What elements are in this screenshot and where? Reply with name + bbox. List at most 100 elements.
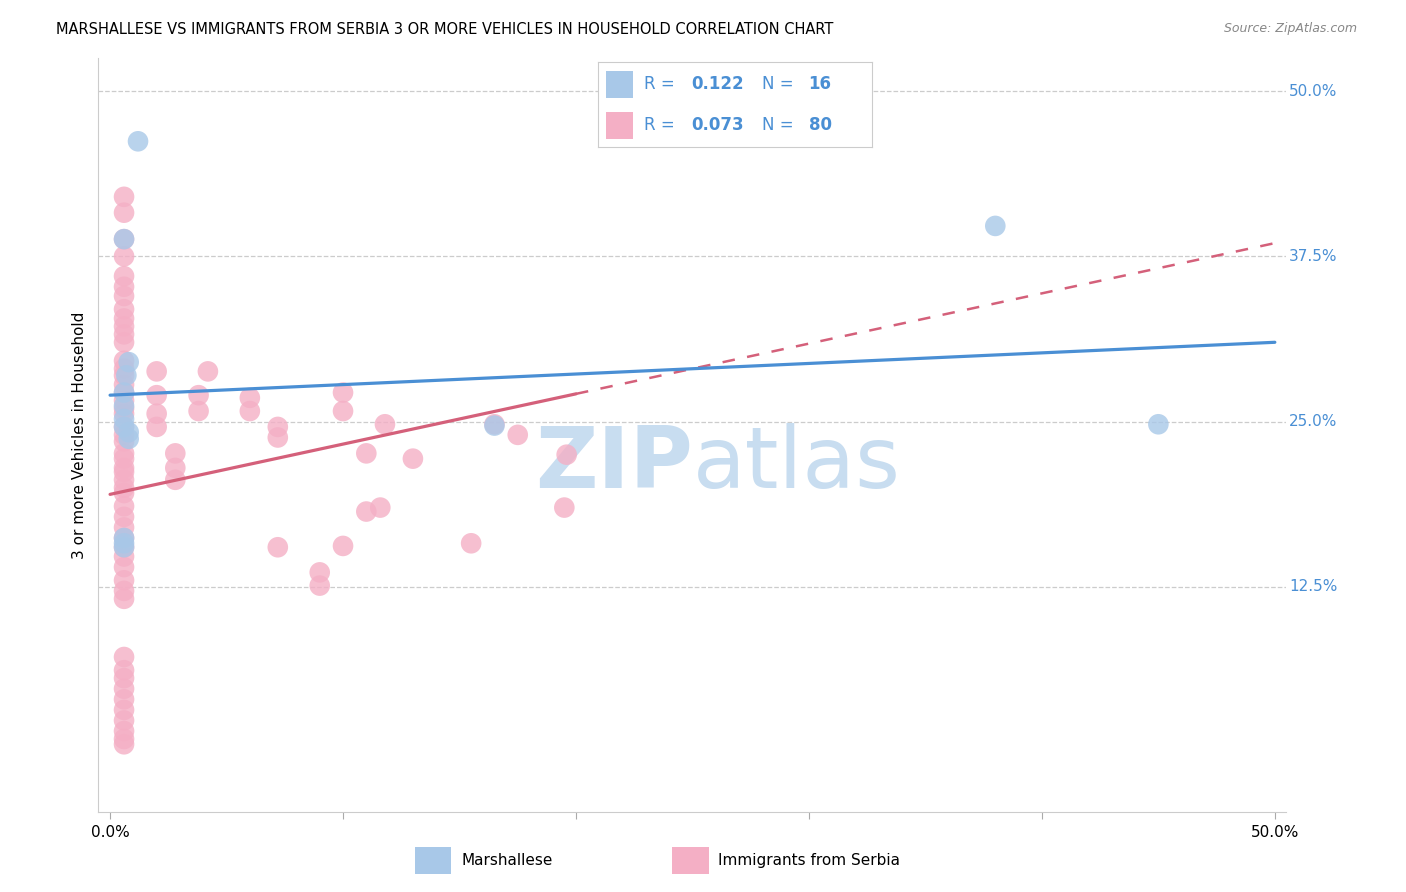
Point (112, 737, 135, 751)
FancyBboxPatch shape (606, 112, 633, 139)
Point (112, 361, 135, 376)
Text: 0.122: 0.122 (690, 76, 744, 94)
Point (112, 560, 135, 574)
Point (127, 134, 149, 148)
Point (484, 417, 506, 432)
Point (112, 531, 135, 545)
Point (197, 364, 219, 378)
Point (112, 190, 135, 204)
Point (112, 289, 135, 303)
Point (112, 393, 135, 408)
Point (112, 327, 135, 342)
Point (112, 724, 135, 739)
Point (112, 583, 135, 598)
Point (112, 549, 135, 564)
Text: N =: N = (762, 76, 793, 94)
Text: 0.0%: 0.0% (91, 825, 129, 840)
Point (112, 420, 135, 434)
Point (112, 232, 135, 246)
Point (112, 520, 135, 534)
Point (112, 500, 135, 514)
Text: atlas: atlas (692, 424, 900, 507)
Point (112, 428, 135, 442)
Point (506, 428, 529, 442)
Point (332, 404, 354, 418)
Point (308, 566, 330, 580)
Point (555, 448, 578, 462)
Text: 12.5%: 12.5% (1289, 580, 1337, 594)
Point (112, 681, 135, 696)
Point (112, 232, 135, 246)
Point (112, 465, 135, 479)
Point (112, 663, 135, 677)
Point (553, 500, 575, 515)
Point (145, 407, 167, 421)
Text: MARSHALLESE VS IMMIGRANTS FROM SERBIA 3 OR MORE VEHICLES IN HOUSEHOLD CORRELATIO: MARSHALLESE VS IMMIGRANTS FROM SERBIA 3 … (56, 22, 834, 37)
Point (112, 407, 135, 421)
Point (112, 451, 135, 466)
Point (115, 368, 138, 383)
Text: 50.0%: 50.0% (1251, 825, 1299, 840)
Point (112, 319, 135, 334)
Text: N =: N = (762, 116, 793, 134)
Point (308, 579, 330, 593)
Point (356, 504, 378, 518)
Point (1147, 417, 1170, 432)
Point (118, 355, 141, 369)
Point (165, 446, 187, 460)
Point (112, 446, 135, 460)
Point (165, 473, 187, 487)
Point (332, 539, 354, 553)
Point (112, 434, 135, 449)
Point (165, 461, 187, 475)
Point (112, 368, 135, 383)
Point (118, 425, 141, 440)
Point (267, 541, 290, 555)
Point (460, 536, 482, 550)
Point (187, 404, 209, 418)
Text: 37.5%: 37.5% (1289, 249, 1337, 264)
Point (239, 391, 262, 405)
Point (368, 500, 391, 515)
Point (112, 731, 135, 746)
Text: 50.0%: 50.0% (1289, 84, 1337, 98)
Point (112, 353, 135, 368)
Text: 25.0%: 25.0% (1289, 414, 1337, 429)
Point (402, 451, 425, 466)
Point (332, 385, 354, 400)
Point (112, 714, 135, 728)
Point (112, 703, 135, 717)
Text: ZIP: ZIP (534, 424, 692, 507)
Point (112, 385, 135, 400)
Point (118, 432, 141, 446)
Point (112, 591, 135, 606)
Text: Immigrants from Serbia: Immigrants from Serbia (718, 854, 900, 868)
Point (112, 650, 135, 665)
Point (112, 412, 135, 426)
Point (112, 486, 135, 500)
FancyBboxPatch shape (606, 71, 633, 98)
Point (187, 388, 209, 402)
Text: 16: 16 (808, 76, 832, 94)
Point (267, 420, 290, 434)
Point (112, 692, 135, 706)
Point (112, 302, 135, 317)
Point (112, 671, 135, 685)
Point (484, 418, 506, 433)
Point (984, 219, 1007, 233)
Text: Marshallese: Marshallese (461, 854, 553, 868)
Point (112, 377, 135, 392)
Point (239, 404, 262, 418)
Point (112, 385, 135, 400)
Y-axis label: 3 or more Vehicles in Household: 3 or more Vehicles in Household (72, 311, 87, 558)
Text: R =: R = (644, 76, 675, 94)
Point (145, 388, 167, 402)
Point (112, 541, 135, 555)
Point (112, 401, 135, 416)
Point (145, 364, 167, 378)
Point (267, 430, 290, 444)
Text: 80: 80 (808, 116, 832, 134)
Point (356, 446, 378, 460)
Point (112, 399, 135, 413)
Text: Source: ZipAtlas.com: Source: ZipAtlas.com (1223, 22, 1357, 36)
